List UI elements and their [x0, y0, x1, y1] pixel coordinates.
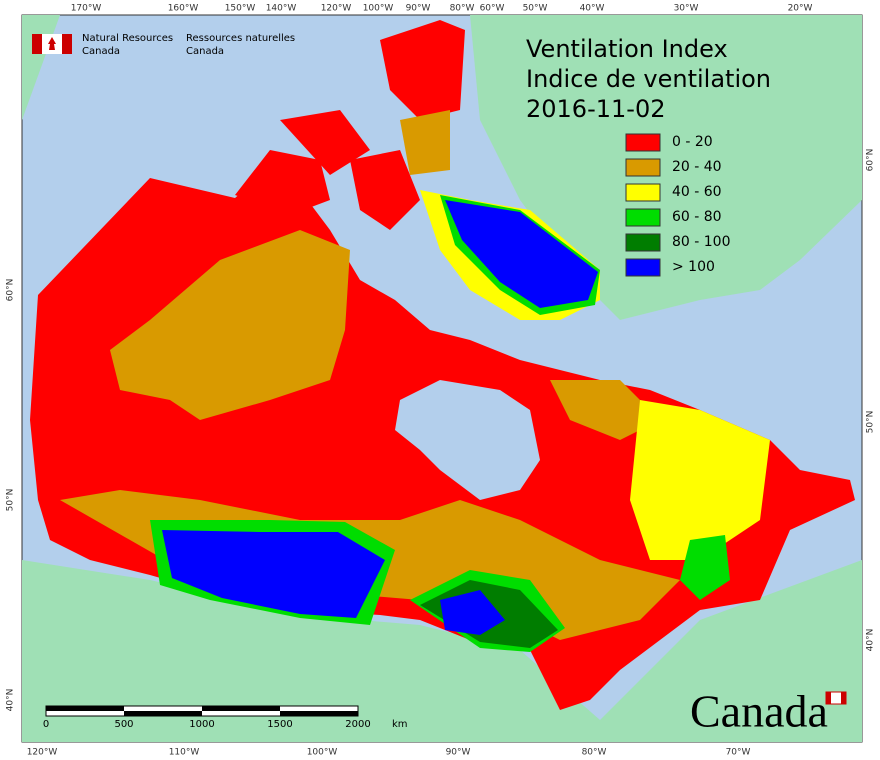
scale-label: 1000	[189, 719, 214, 730]
legend-label: 60 - 80	[672, 209, 722, 225]
scale-label: 2000	[345, 719, 370, 730]
lon-label: 150°W	[225, 4, 256, 14]
legend-swatch	[625, 158, 661, 177]
lon-label: 110°W	[169, 748, 200, 758]
legend-label: 0 - 20	[672, 134, 713, 150]
index-region	[280, 110, 370, 175]
flag-bar	[32, 34, 42, 54]
index-region	[235, 150, 330, 215]
legend-label: 80 - 100	[672, 234, 731, 250]
lon-label: 100°W	[363, 4, 394, 14]
index-regions	[30, 20, 855, 710]
index-region	[110, 230, 350, 420]
lat-label: 40°N	[6, 689, 16, 712]
lon-label: 100°W	[307, 748, 338, 758]
lon-label: 70°W	[726, 748, 751, 758]
scale-label: 500	[114, 719, 133, 730]
lon-label: 40°W	[580, 4, 605, 14]
legend-swatch	[625, 133, 661, 152]
legend-label: 20 - 40	[672, 159, 722, 175]
lat-label: 50°N	[866, 411, 876, 434]
scale-label: 0	[43, 719, 49, 730]
lon-label: 120°W	[321, 4, 352, 14]
index-region	[630, 400, 770, 560]
index-region	[550, 380, 660, 440]
index-region	[445, 200, 598, 308]
legend-label: 40 - 60	[672, 184, 722, 200]
title: Ventilation Index	[526, 35, 728, 63]
org-name: Canada	[82, 46, 120, 57]
org-name: Ressources naturelles	[186, 33, 295, 44]
wordmark-flag	[826, 692, 831, 704]
lon-label: 30°W	[674, 4, 699, 14]
canada-wordmark: Canada	[690, 686, 828, 737]
title: Indice de ventilation	[526, 65, 771, 93]
lon-label: 80°W	[450, 4, 475, 14]
date: 2016-11-02	[526, 95, 665, 123]
hudson-bay	[395, 380, 540, 500]
lon-label: 140°W	[266, 4, 297, 14]
legend-swatch	[625, 233, 661, 252]
lat-label: 40°N	[866, 629, 876, 652]
index-region	[400, 110, 450, 175]
index-region	[350, 150, 420, 230]
org-name: Canada	[186, 46, 224, 57]
index-region	[380, 20, 465, 120]
lat-label: 50°N	[6, 489, 16, 512]
index-region	[440, 590, 505, 635]
lon-label: 170°W	[71, 4, 102, 14]
org-name: Natural Resources	[82, 33, 173, 44]
wordmark-flag	[841, 692, 846, 704]
scale-bar-seg	[124, 711, 202, 716]
index-region	[680, 535, 730, 600]
lon-label: 90°W	[406, 4, 431, 14]
legend: 0 - 20 20 - 40 40 - 60 60 - 80 80 - 100 > 100	[625, 133, 731, 277]
lon-label: 60°W	[480, 4, 505, 14]
lon-label: 90°W	[446, 748, 471, 758]
scale-bar-seg	[46, 706, 124, 711]
scale-labels: 0 500 1000 1500 2000	[43, 719, 371, 730]
usa	[22, 560, 862, 742]
legend-label: > 100	[672, 259, 715, 275]
lat-label: 60°N	[866, 149, 876, 172]
scale-label: 1500	[267, 719, 292, 730]
lon-label: 120°W	[27, 748, 58, 758]
scale-unit: km	[392, 719, 408, 730]
graticule-labels: 170°W 160°W 150°W 140°W 120°W 100°W 90°W 80°W 60…	[6, 4, 876, 758]
legend-swatch	[625, 183, 661, 202]
scale-bar-seg	[280, 711, 358, 716]
lon-label: 50°W	[523, 4, 548, 14]
scale-bar-seg	[202, 706, 280, 711]
lon-label: 20°W	[788, 4, 813, 14]
lon-label: 160°W	[168, 4, 199, 14]
flag-leaf	[48, 37, 56, 50]
legend-swatch	[625, 208, 661, 227]
legend-swatch	[625, 258, 661, 277]
lat-label: 60°N	[6, 279, 16, 302]
flag-bar	[62, 34, 72, 54]
index-region	[162, 530, 385, 618]
lon-label: 80°W	[582, 748, 607, 758]
